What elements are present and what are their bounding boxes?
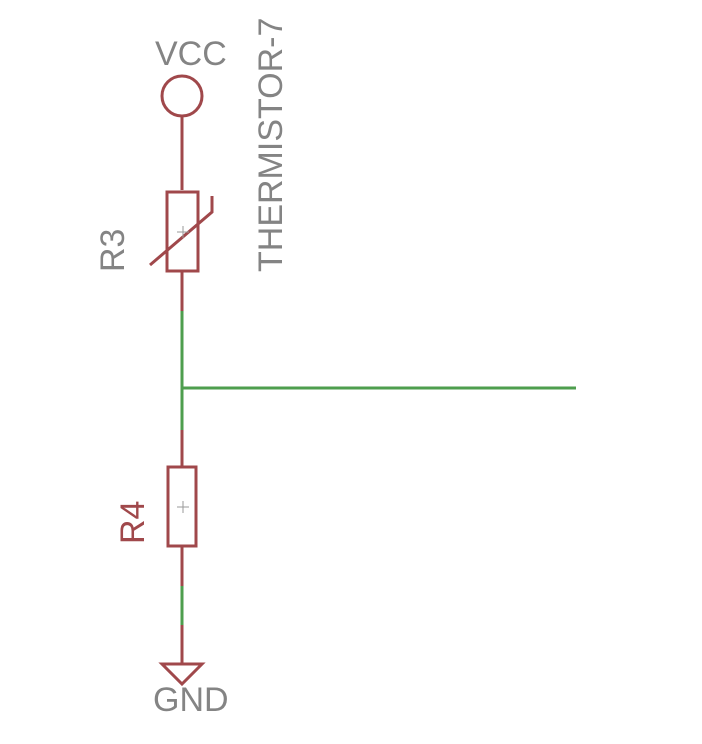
r3-thermistor-diagonal — [149, 196, 214, 267]
r4-name-label: R4 — [114, 501, 152, 544]
ground-icon — [158, 662, 206, 687]
gnd-symbol[interactable] — [158, 625, 206, 687]
r4-resistor[interactable] — [166, 430, 198, 586]
r3-name-label: R3 — [94, 229, 132, 272]
r3-value-label: THERMISTOR-7 — [252, 18, 290, 272]
r3-origin-cross-icon — [177, 226, 189, 238]
vcc-terminal — [160, 74, 204, 118]
r3-body — [165, 190, 200, 273]
net-wires[interactable] — [180, 311, 576, 430]
vcc-label: VCC — [155, 35, 227, 73]
r3-thermistor[interactable] — [149, 190, 214, 311]
vcc-symbol[interactable] — [160, 74, 204, 190]
r4-origin-cross-icon — [177, 501, 189, 513]
gnd-label: GND — [153, 681, 229, 719]
